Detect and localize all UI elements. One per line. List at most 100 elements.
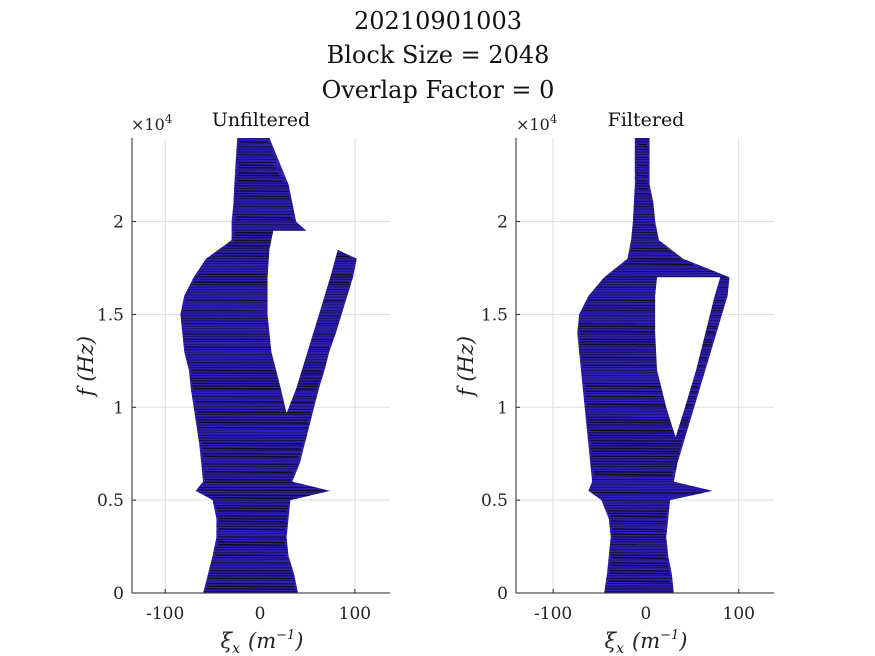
texture-line-unfiltered-170 xyxy=(203,579,299,582)
axes-filtered: -100 0 100 0 0.5 1 1.5 2 xyxy=(481,138,774,624)
texture-line-unfiltered-1 xyxy=(239,140,269,143)
texture-line-unfiltered-113 xyxy=(194,431,311,434)
texture-line-unfiltered-76 xyxy=(180,335,337,337)
texture-line-filtered-119 xyxy=(590,447,680,450)
x-tick-label-filtered-1: 0 xyxy=(641,604,652,624)
y-tick-label-filtered-2: 1 xyxy=(497,398,508,418)
texture-line-unfiltered-109 xyxy=(198,421,308,424)
texture-line-unfiltered-147 xyxy=(218,520,286,523)
texture-line-filtered-46 xyxy=(629,257,681,260)
texture-line-filtered-167 xyxy=(609,572,670,575)
texture-line-filtered-138 xyxy=(595,496,684,499)
figure-title-line-1: 20210901003 xyxy=(354,7,522,35)
y-multiplier-base-filtered: ×10 xyxy=(516,115,550,134)
texture-line-unfiltered-98 xyxy=(188,392,321,395)
texture-unfiltered xyxy=(180,138,357,592)
panel-title-unfiltered: Unfiltered xyxy=(212,109,310,131)
texture-line-filtered-145 xyxy=(610,515,666,518)
x-label-close-unfiltered: ) xyxy=(294,629,303,653)
x-label-sup-unfiltered: −1 xyxy=(276,628,295,643)
texture-line-unfiltered-146 xyxy=(218,517,287,520)
texture-line-unfiltered-138 xyxy=(210,497,299,499)
texture-line-unfiltered-144 xyxy=(212,512,292,514)
y-tick-label-unfiltered-2: 1 xyxy=(113,398,124,418)
x-tick-label-filtered-0: -100 xyxy=(534,604,572,624)
texture-line-filtered-52 xyxy=(605,273,725,275)
texture-line-unfiltered-101 xyxy=(195,400,313,403)
x-tick-label-unfiltered-1: 0 xyxy=(255,604,266,624)
x-tick-label-unfiltered-2: 100 xyxy=(339,604,371,624)
texture-line-unfiltered-28 xyxy=(231,210,297,213)
texture-line-unfiltered-13 xyxy=(238,172,279,175)
y-tick-label-filtered-3: 1.5 xyxy=(481,305,508,325)
region-gap-overlay-filtered xyxy=(655,277,721,437)
texture-line-unfiltered-117 xyxy=(201,442,303,445)
texture-line-unfiltered-133 xyxy=(197,483,309,486)
texture-line-filtered-150 xyxy=(612,528,665,531)
texture-line-unfiltered-160 xyxy=(215,554,286,557)
texture-line-unfiltered-124 xyxy=(198,460,304,462)
texture-line-filtered-44 xyxy=(626,252,679,254)
x-label-sub-unfiltered: x xyxy=(232,641,240,656)
texture-line-filtered-162 xyxy=(606,559,672,561)
texture-line-unfiltered-152 xyxy=(213,533,290,535)
x-label-sub-filtered: x xyxy=(616,641,624,656)
panel-title-filtered: Filtered xyxy=(608,109,685,131)
x-label-paren-unfiltered: (m xyxy=(248,629,276,653)
texture-line-unfiltered-30 xyxy=(236,216,293,219)
texture-line-unfiltered-97 xyxy=(189,390,321,392)
texture-line-unfiltered-24 xyxy=(231,200,295,202)
y-axis-label-filtered: f (Hz) xyxy=(454,336,478,398)
figure-title-line-3: Overlap Factor = 0 xyxy=(322,76,555,104)
texture-line-filtered-134 xyxy=(587,486,701,488)
texture-line-unfiltered-7 xyxy=(234,156,277,158)
texture-line-filtered-117 xyxy=(591,442,681,445)
y-tick-label-unfiltered-1: 0.5 xyxy=(97,491,124,511)
texture-line-filtered-163 xyxy=(610,562,668,565)
texture-line-filtered-170 xyxy=(608,580,670,583)
axes-unfiltered: -100 0 100 0 0.5 1 1.5 2 xyxy=(97,138,390,624)
texture-line-filtered-11 xyxy=(632,166,653,168)
texture-line-filtered-28 xyxy=(630,210,658,213)
y-multiplier-filtered: ×104 xyxy=(516,112,558,134)
x-label-base-unfiltered: ξ xyxy=(221,629,234,653)
texture-line-unfiltered-164 xyxy=(208,564,294,566)
texture-line-filtered-166 xyxy=(609,569,670,572)
texture-line-unfiltered-89 xyxy=(191,369,322,372)
texture-line-filtered-128 xyxy=(593,471,674,473)
x-axis-label-filtered: ξx (m−1) xyxy=(605,628,688,656)
y-multiplier-base-unfiltered: ×10 xyxy=(131,115,165,134)
y-tick-label-filtered-1: 0.5 xyxy=(481,491,508,511)
texture-line-filtered-20 xyxy=(632,190,654,192)
texture-line-filtered-161 xyxy=(611,556,666,560)
y-multiplier-exp-unfiltered: 4 xyxy=(165,112,173,126)
plot-area-unfiltered xyxy=(180,138,357,593)
plot-area-filtered xyxy=(577,138,730,593)
texture-line-unfiltered-105 xyxy=(196,411,311,414)
texture-line-filtered-49 xyxy=(615,265,705,267)
texture-line-unfiltered-128 xyxy=(204,471,294,474)
texture-line-unfiltered-156 xyxy=(217,543,285,546)
texture-line-filtered-120 xyxy=(591,450,679,453)
figure-title-line-2: Block Size = 2048 xyxy=(327,41,550,69)
texture-line-unfiltered-10 xyxy=(239,164,275,167)
x-label-paren-filtered: (m xyxy=(632,629,660,653)
texture-line-unfiltered-102 xyxy=(190,403,318,405)
texture-line-filtered-157 xyxy=(607,546,670,548)
texture-line-unfiltered-151 xyxy=(213,530,291,532)
texture-line-filtered-2 xyxy=(637,143,648,146)
texture-line-filtered-146 xyxy=(606,517,671,519)
texture-line-unfiltered-143 xyxy=(216,510,288,512)
texture-filtered xyxy=(577,138,730,592)
texture-line-unfiltered-27 xyxy=(230,208,297,210)
y-axis-label-unfiltered: f (Hz) xyxy=(74,336,98,398)
texture-line-filtered-48 xyxy=(623,263,694,266)
texture-line-filtered-45 xyxy=(625,255,682,257)
texture-line-unfiltered-136 xyxy=(196,491,325,493)
y-tick-label-unfiltered-0: 0 xyxy=(113,584,124,604)
region-lobe-filtered xyxy=(627,277,659,436)
y-tick-label-unfiltered-4: 2 xyxy=(113,213,124,233)
texture-line-unfiltered-2 xyxy=(234,143,274,145)
